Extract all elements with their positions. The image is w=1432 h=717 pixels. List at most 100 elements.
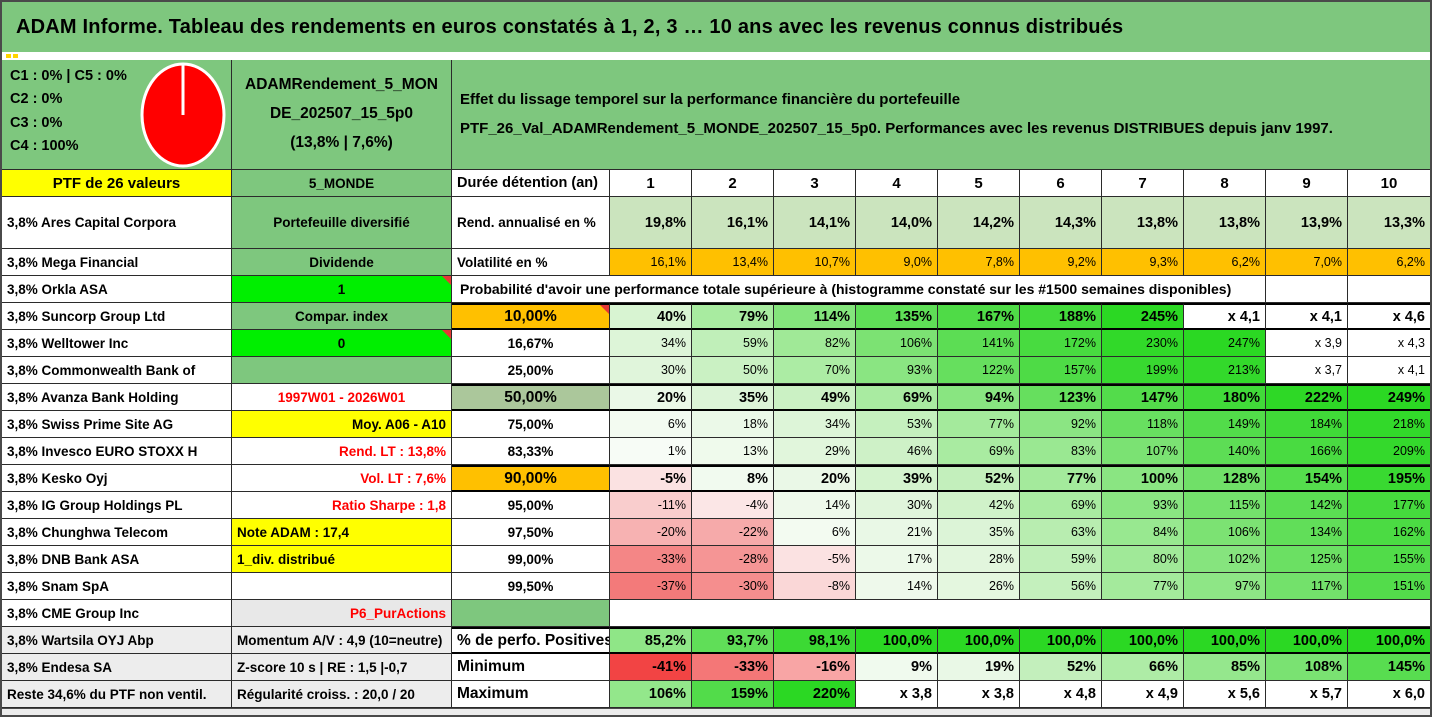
metric-label-cell[interactable]: Volatilité en % xyxy=(452,249,610,276)
value-cell[interactable]: -37% xyxy=(610,573,692,600)
value-cell[interactable] xyxy=(1266,276,1348,303)
value-cell[interactable]: 100,0% xyxy=(856,627,938,654)
stock-name-cell[interactable]: 3,8% Ares Capital Corpora xyxy=(2,197,232,249)
value-cell[interactable]: 247% xyxy=(1184,330,1266,357)
stock-name-cell[interactable]: 3,8% Welltower Inc xyxy=(2,330,232,357)
value-cell[interactable]: 66% xyxy=(1102,654,1184,681)
value-cell[interactable]: 107% xyxy=(1102,438,1184,465)
metric-label-cell[interactable]: 95,00% xyxy=(452,492,610,519)
attribute-cell[interactable]: Momentum A/V : 4,9 (10=neutre) xyxy=(232,627,452,654)
value-cell[interactable]: 80% xyxy=(1102,546,1184,573)
attribute-cell[interactable]: Note ADAM : 17,4 xyxy=(232,519,452,546)
page-title[interactable]: ADAM Informe. Tableau des rendements en … xyxy=(2,2,1430,52)
value-cell[interactable]: 97% xyxy=(1184,573,1266,600)
value-cell[interactable]: 100,0% xyxy=(1184,627,1266,654)
value-cell[interactable]: 8% xyxy=(692,465,774,492)
value-cell[interactable]: x 3,8 xyxy=(938,681,1020,708)
value-cell[interactable]: 166% xyxy=(1266,438,1348,465)
value-cell[interactable]: 14,3% xyxy=(1020,197,1102,249)
stock-name-cell[interactable]: Reste 34,6% du PTF non ventil. xyxy=(2,681,232,708)
metric-label-cell[interactable]: % de perfo. Positives xyxy=(452,627,610,654)
value-cell[interactable]: 100% xyxy=(1102,465,1184,492)
value-cell[interactable]: 154% xyxy=(1266,465,1348,492)
value-cell[interactable]: 220% xyxy=(774,681,856,708)
value-cell[interactable]: 53% xyxy=(856,411,938,438)
value-cell[interactable]: x 5,6 xyxy=(1184,681,1266,708)
allocation-summary-cell[interactable]: C1 : 0% | C5 : 0% C2 : 0% C3 : 0% C4 : 1… xyxy=(2,60,232,170)
value-cell[interactable]: -11% xyxy=(610,492,692,519)
value-cell[interactable]: 135% xyxy=(856,303,938,330)
value-cell[interactable]: 56% xyxy=(1020,573,1102,600)
value-cell[interactable]: 84% xyxy=(1102,519,1184,546)
value-cell[interactable]: 147% xyxy=(1102,384,1184,411)
value-cell[interactable]: 213% xyxy=(1184,357,1266,384)
value-cell[interactable]: 39% xyxy=(856,465,938,492)
value-cell[interactable]: -33% xyxy=(610,546,692,573)
value-cell[interactable]: 245% xyxy=(1102,303,1184,330)
value-cell[interactable]: 9,3% xyxy=(1102,249,1184,276)
value-cell[interactable]: 34% xyxy=(774,411,856,438)
value-cell[interactable]: 85% xyxy=(1184,654,1266,681)
value-cell[interactable]: 69% xyxy=(938,438,1020,465)
value-cell[interactable]: 100,0% xyxy=(1020,627,1102,654)
value-cell[interactable]: 59% xyxy=(692,330,774,357)
value-cell[interactable]: 115% xyxy=(1184,492,1266,519)
value-cell[interactable]: x 3,9 xyxy=(1266,330,1348,357)
value-cell[interactable]: x 3,7 xyxy=(1266,357,1348,384)
stock-name-cell[interactable]: 3,8% Kesko Oyj xyxy=(2,465,232,492)
year-header-cell[interactable]: 2 xyxy=(692,170,774,197)
year-header-cell[interactable]: 6 xyxy=(1020,170,1102,197)
value-cell[interactable]: 77% xyxy=(938,411,1020,438)
value-cell[interactable]: 218% xyxy=(1348,411,1430,438)
value-cell[interactable]: 142% xyxy=(1266,492,1348,519)
year-header-cell[interactable]: 10 xyxy=(1348,170,1430,197)
attribute-cell[interactable]: Ratio Sharpe : 1,8 xyxy=(232,492,452,519)
value-cell[interactable]: 7,8% xyxy=(938,249,1020,276)
value-cell[interactable]: x 3,8 xyxy=(856,681,938,708)
value-cell[interactable]: 16,1% xyxy=(692,197,774,249)
stock-name-cell[interactable]: 3,8% CME Group Inc xyxy=(2,600,232,627)
index-header-cell[interactable]: 5_MONDE xyxy=(232,170,452,197)
attribute-cell[interactable]: 0 xyxy=(232,330,452,357)
value-cell[interactable]: 1% xyxy=(610,438,692,465)
stock-name-cell[interactable]: 3,8% Invesco EURO STOXX H xyxy=(2,438,232,465)
stock-name-cell[interactable]: 3,8% Commonwealth Bank of xyxy=(2,357,232,384)
value-cell[interactable]: x 4,1 xyxy=(1266,303,1348,330)
value-cell[interactable]: 100,0% xyxy=(1102,627,1184,654)
value-cell[interactable]: 140% xyxy=(1184,438,1266,465)
value-cell[interactable]: 19% xyxy=(938,654,1020,681)
value-cell[interactable]: 83% xyxy=(1020,438,1102,465)
value-cell[interactable]: -16% xyxy=(774,654,856,681)
value-cell[interactable]: 70% xyxy=(774,357,856,384)
value-cell[interactable]: 93% xyxy=(1102,492,1184,519)
value-cell[interactable]: x 4,1 xyxy=(1184,303,1266,330)
metric-label-cell[interactable] xyxy=(452,600,610,627)
stock-name-cell[interactable]: 3,8% IG Group Holdings PL xyxy=(2,492,232,519)
value-cell[interactable]: 93,7% xyxy=(692,627,774,654)
attribute-cell[interactable]: Moy. A06 - A10 xyxy=(232,411,452,438)
year-header-cell[interactable]: 8 xyxy=(1184,170,1266,197)
empty-area[interactable] xyxy=(610,600,1430,627)
attribute-cell[interactable]: Régularité croiss. : 20,0 / 20 xyxy=(232,681,452,708)
value-cell[interactable]: 184% xyxy=(1266,411,1348,438)
year-header-cell[interactable]: 7 xyxy=(1102,170,1184,197)
metric-label-cell[interactable]: 25,00% xyxy=(452,357,610,384)
value-cell[interactable]: -8% xyxy=(774,573,856,600)
stock-name-cell[interactable]: 3,8% Snam SpA xyxy=(2,573,232,600)
value-cell[interactable]: 188% xyxy=(1020,303,1102,330)
value-cell[interactable]: 123% xyxy=(1020,384,1102,411)
value-cell[interactable]: x 4,9 xyxy=(1102,681,1184,708)
value-cell[interactable]: 14% xyxy=(774,492,856,519)
value-cell[interactable]: -41% xyxy=(610,654,692,681)
value-cell[interactable]: 26% xyxy=(938,573,1020,600)
value-cell[interactable]: x 4,6 xyxy=(1348,303,1430,330)
year-header-cell[interactable]: 5 xyxy=(938,170,1020,197)
value-cell[interactable]: x 4,3 xyxy=(1348,330,1430,357)
value-cell[interactable]: 6% xyxy=(774,519,856,546)
value-cell[interactable]: 16,1% xyxy=(610,249,692,276)
value-cell[interactable]: 145% xyxy=(1348,654,1430,681)
attribute-cell[interactable]: 1997W01 - 2026W01 xyxy=(232,384,452,411)
value-cell[interactable]: 128% xyxy=(1184,465,1266,492)
stock-name-cell[interactable]: 3,8% DNB Bank ASA xyxy=(2,546,232,573)
stock-name-cell[interactable]: 3,8% Suncorp Group Ltd xyxy=(2,303,232,330)
